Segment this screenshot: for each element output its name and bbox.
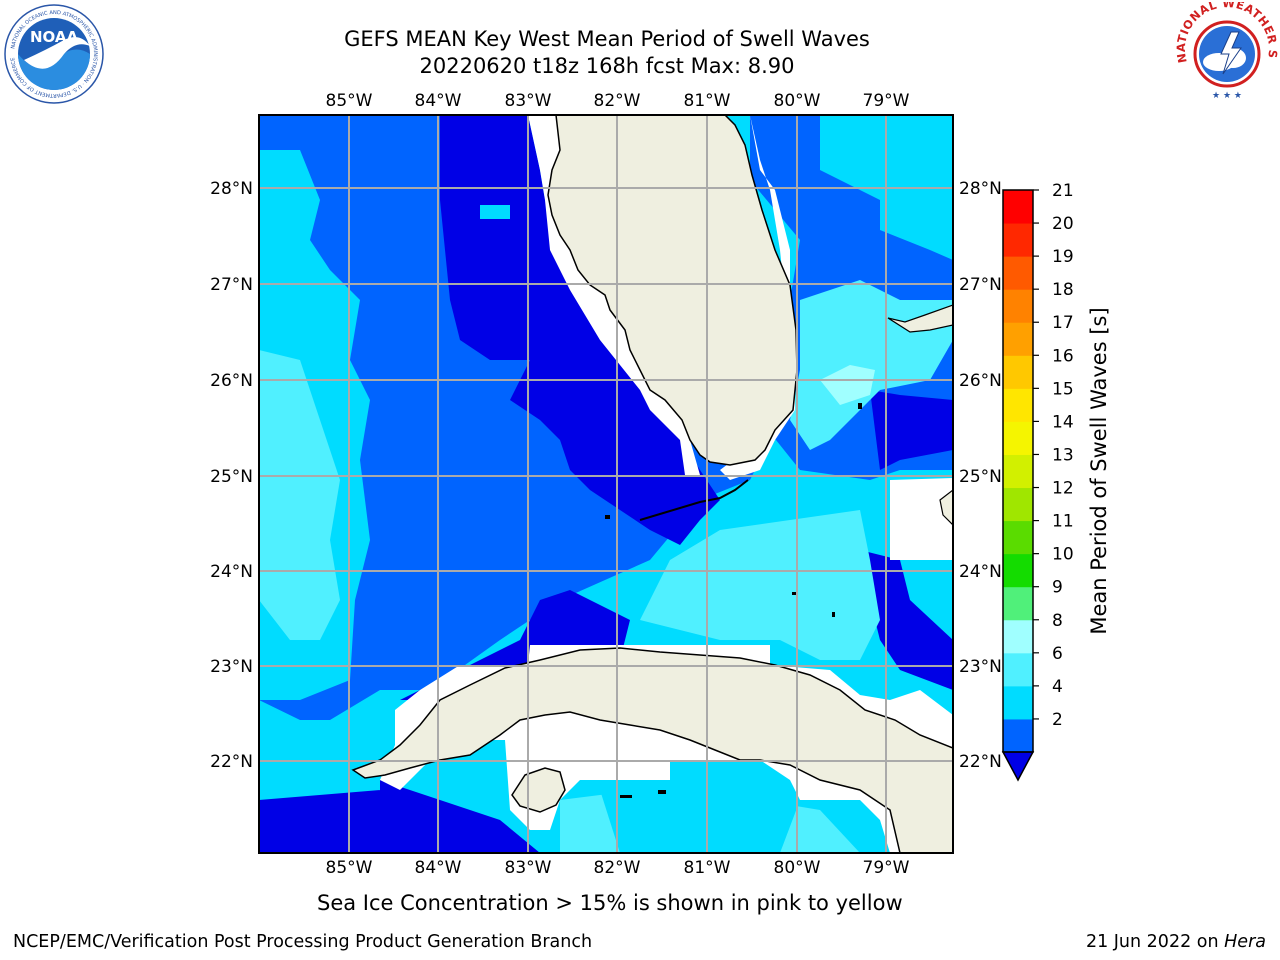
lat-label-left: 25°N (210, 467, 253, 487)
lat-label-right: 24°N (959, 562, 1002, 582)
lat-label-left: 27°N (210, 275, 253, 295)
colorbar-segment (1003, 289, 1033, 323)
colorbar-tick-label: 20 (1052, 214, 1074, 234)
colorbar: 21 20 19 18 17 16 15 14 13 12 11 10 9 8 6 4 2 (1001, 181, 1074, 782)
swell-band-8-9-atlantic (820, 365, 875, 405)
lon-label-top: 84°W (415, 91, 462, 111)
swell-band-under-2-east (860, 390, 953, 690)
colorbar-tick-label: 15 (1052, 379, 1074, 399)
colorbar-tick-label: 18 (1052, 280, 1074, 300)
lat-label-left: 22°N (210, 752, 253, 772)
colorbar-segment (1003, 685, 1033, 720)
colorbar-tick-label: 6 (1052, 644, 1063, 664)
chart-subtitle: 20220620 t18z 168h fcst Max: 8.90 (419, 54, 795, 78)
colorbar-tick-label: 2 (1052, 710, 1063, 730)
swell-band-6-8-gulf (259, 350, 340, 640)
swell-band-under-2-gulf (440, 115, 720, 545)
noaa-logo-text: NOAA (30, 28, 79, 46)
colorbar-segment (1003, 553, 1033, 588)
lat-label-right: 25°N (959, 467, 1002, 487)
colorbar-tick-label: 13 (1052, 445, 1074, 465)
colorbar-segment (1003, 388, 1033, 422)
colorbar-segment (1003, 256, 1033, 290)
lon-label-bottom: 84°W (415, 858, 462, 878)
svg-text:★ ★ ★: ★ ★ ★ (1212, 91, 1242, 101)
lat-label-right: 26°N (959, 371, 1002, 391)
lat-label-left: 24°N (210, 562, 253, 582)
lat-label-right: 27°N (959, 275, 1002, 295)
sea-ice-caption: Sea Ice Concentration > 15% is shown in … (317, 891, 903, 915)
colorbar-tick-label: 10 (1052, 545, 1074, 565)
land-cuba (351, 647, 953, 853)
lon-label-top: 79°W (863, 91, 910, 111)
lon-label-top: 83°W (505, 91, 552, 111)
nws-logo-icon: NATIONAL WEATHER SERVICE ★ ★ ★ (1175, 2, 1279, 104)
colorbar-segment (1003, 355, 1033, 389)
lon-label-top: 80°W (774, 91, 821, 111)
colorbar-tick-label: 12 (1052, 479, 1074, 499)
map-graticule (259, 115, 953, 853)
colorbar-segment (1003, 487, 1033, 522)
lon-label-bottom: 85°W (326, 858, 373, 878)
colorbar-segment (1003, 223, 1033, 257)
colorbar-tick-label: 19 (1052, 247, 1074, 267)
colorbar-label: Mean Period of Swell Waves [s] (1087, 307, 1111, 634)
land-florida-keys (639, 479, 749, 521)
footer-host: Hera (1224, 932, 1266, 952)
colorbar-segment (1003, 454, 1033, 489)
lon-label-top: 82°W (594, 91, 641, 111)
colorbar-tick-label: 17 (1052, 313, 1074, 333)
colorbar-segment (1003, 586, 1033, 621)
footer-branch: NCEP/EMC/Verification Post Processing Pr… (13, 932, 593, 952)
colorbar-outline (1002, 189, 1034, 753)
colorbar-segment (1003, 421, 1033, 455)
colorbar-segment (1003, 652, 1033, 687)
colorbar-segment (1003, 619, 1033, 654)
lat-label-right: 22°N (959, 752, 1002, 772)
colorbar-tick-label: 21 (1052, 181, 1074, 201)
colorbar-segment (1003, 322, 1033, 356)
lon-label-bottom: 79°W (863, 858, 910, 878)
colorbar-tick-label: 14 (1052, 412, 1074, 432)
footer-date: 21 Jun 2022 on Hera (1086, 932, 1266, 952)
colorbar-tick-label: 11 (1052, 512, 1074, 532)
colorbar-tick-label: 8 (1052, 611, 1063, 631)
map-frame (258, 114, 954, 854)
colorbar-tick-label: 16 (1052, 346, 1074, 366)
lon-label-bottom: 82°W (594, 858, 641, 878)
chart-title: GEFS MEAN Key West Mean Period of Swell … (344, 27, 870, 51)
land-bahamas-north (887, 304, 953, 333)
footer-date-text: 21 Jun 2022 on (1085, 932, 1225, 952)
lat-label-left: 28°N (210, 179, 253, 199)
colorbar-tick-label: 4 (1052, 677, 1063, 697)
land-isla-juventud (511, 767, 566, 813)
lon-label-top: 81°W (684, 91, 731, 111)
lat-label-left: 23°N (210, 657, 253, 677)
colorbar-extend-arrow (1001, 751, 1035, 782)
colorbar-tick-label: 9 (1052, 578, 1063, 598)
lat-label-left: 26°N (210, 371, 253, 391)
lon-label-bottom: 83°W (505, 858, 552, 878)
land-florida (547, 115, 798, 466)
lon-label-top: 85°W (326, 91, 373, 111)
swell-band-4-6-south (600, 780, 800, 853)
lat-label-right: 23°N (959, 657, 1002, 677)
land-andros (939, 489, 953, 526)
colorbar-segment (1003, 520, 1033, 555)
colorbar-segment (1003, 718, 1033, 753)
lat-label-right: 28°N (959, 179, 1002, 199)
lon-label-bottom: 80°W (774, 858, 821, 878)
lon-label-bottom: 81°W (684, 858, 731, 878)
swell-band-6-8-straits (640, 510, 880, 660)
nodata-mask-bahamas (890, 478, 953, 560)
colorbar-segment (1003, 190, 1033, 224)
map-fields (259, 115, 953, 853)
noaa-logo-icon: NOAA NATIONAL OCEANIC AND ATMOSPHERIC AD… (4, 4, 104, 104)
